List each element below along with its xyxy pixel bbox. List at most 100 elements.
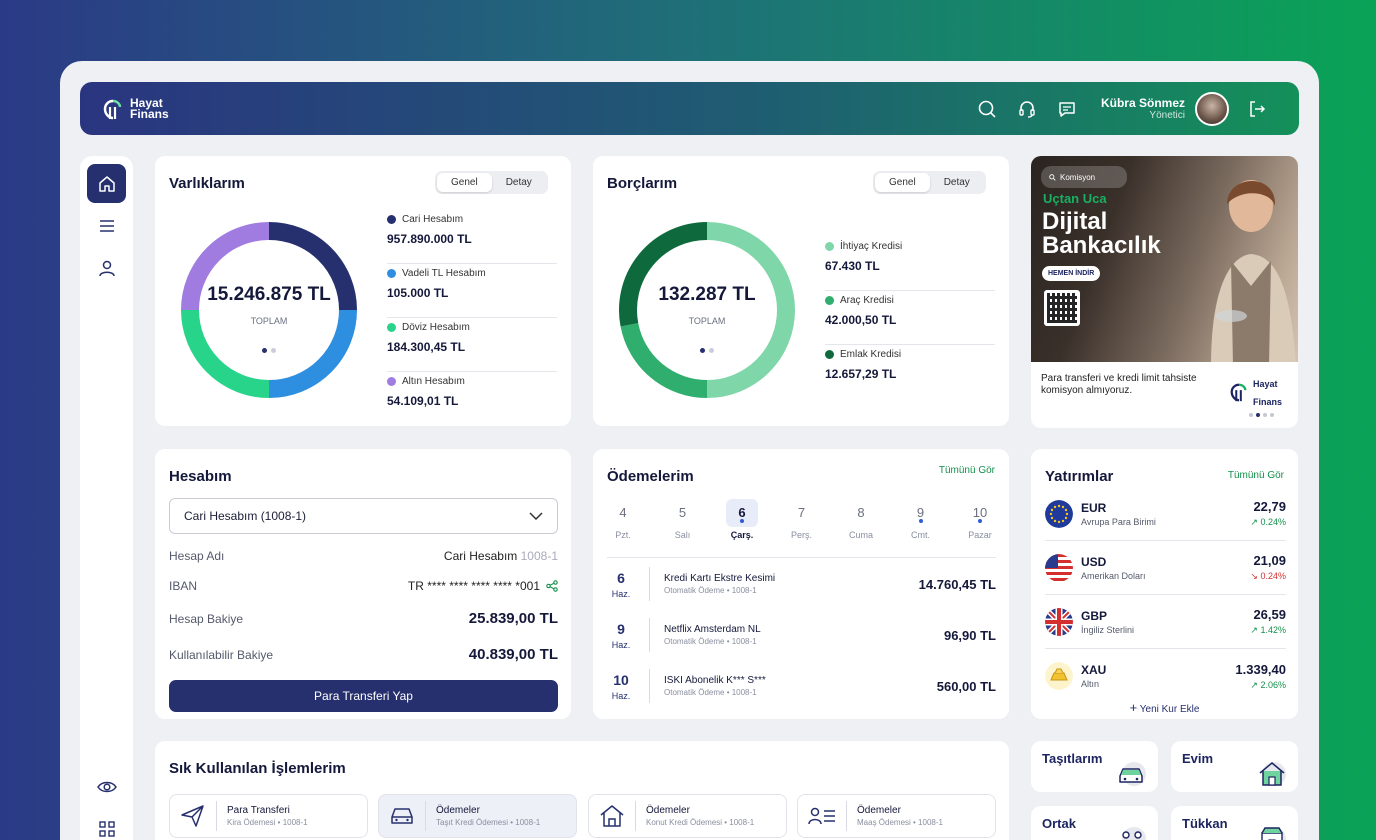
tile-shop[interactable]: Tükkan [1171, 806, 1298, 840]
sidebar-item-apps[interactable] [87, 809, 126, 840]
legend-item[interactable]: Emlak Kredisi 12.657,29 TL [825, 349, 902, 381]
currency-row[interactable]: XAU Altın 1.339,40 ↗ 2.06% [1045, 649, 1286, 703]
brand-logo[interactable]: Hayat Finans [102, 97, 169, 121]
currency-row[interactable]: USD Amerikan Doları 21,09 ↘ 0.24% [1045, 541, 1286, 595]
user-menu[interactable]: Kübra Sönmez Yönetici [1100, 91, 1229, 126]
assets-donut-segment [181, 222, 270, 311]
tab-detay[interactable]: Detay [505, 177, 532, 188]
investments-see-all-link[interactable]: Tümünü Gör [1227, 470, 1284, 481]
payment-row[interactable]: 6 Haz. Kredi Kartı Ekstre Kesimi Otomatik … [607, 561, 996, 607]
home-icon [98, 175, 115, 192]
debts-legend: İhtiyaç Kredisi 67.430 TL Araç Kredisi 4… [825, 237, 995, 399]
debts-view-toggle: Genel Detay [873, 171, 986, 194]
logout-icon[interactable] [1237, 89, 1277, 129]
calendar-day[interactable]: 9 Cmt. [911, 505, 930, 540]
app-frame: Hayat Finans Kübra Sönmez Yönetici [60, 61, 1319, 840]
sidebar-item-menu[interactable] [87, 206, 126, 245]
debts-total-caption: TOPLAM [688, 316, 726, 326]
available-balance-row: Kullanılabilir Bakiye 40.839,00 TL [169, 646, 558, 663]
user-icon [98, 260, 115, 276]
calendar-day[interactable]: 8 Cuma [848, 505, 873, 540]
grid-icon [98, 820, 115, 837]
user-name: Kübra Sönmez [1100, 96, 1185, 110]
account-select[interactable]: Cari Hesabım (1008-1) [169, 498, 558, 534]
currency-row[interactable]: EUR Avrupa Para Birimi 22,79 ↗ 0.24% [1045, 487, 1286, 541]
account-title: Hesabım [169, 468, 232, 485]
iban-row: IBAN TR **** **** **** **** *001 [169, 579, 558, 593]
payment-row[interactable]: 9 Haz. Netflix Amsterdam NL Otomatik Ödeme… [607, 612, 996, 658]
legend-item[interactable]: Döviz Hesabım 184.300,45 TL [387, 318, 557, 372]
calendar-day[interactable]: 7 Perş. [790, 505, 812, 540]
promo-headline-1: Dijital [1042, 208, 1108, 235]
share-icon[interactable] [546, 580, 558, 592]
message-icon[interactable] [1047, 89, 1087, 129]
quick-action-item[interactable]: Ödemeler Konut Kredi Ödemesi • 1008-1 [588, 794, 787, 838]
calendar-day[interactable]: 5 Salı [674, 505, 691, 540]
assets-card: Varlıklarım Genel Detay 15.246.875 TL TO… [155, 156, 571, 426]
calendar-day[interactable]: 10 Pazar [968, 505, 992, 540]
search-icon[interactable] [967, 89, 1007, 129]
tile-partner[interactable]: Ortak [1031, 806, 1158, 840]
frequent-title: Sık Kullanılan İşlemlerim [169, 760, 346, 777]
assets-pager[interactable] [179, 348, 359, 353]
balance-row: Hesap Bakiye 25.839,00 TL [169, 610, 558, 627]
tile-vehicles-label: Taşıtlarım [1042, 751, 1103, 766]
promo-text: Para transferi ve kredi limit tahsiste k… [1041, 373, 1197, 396]
shop-icon [1261, 827, 1286, 840]
promo-pager[interactable] [1249, 413, 1274, 417]
sidebar [80, 156, 133, 840]
debts-donut-segment [620, 322, 708, 398]
eu-flag-icon [1045, 499, 1073, 528]
assets-view-toggle: Genel Detay [435, 171, 548, 194]
legend-item[interactable]: Cari Hesabım 957.890.000 TL [387, 210, 557, 264]
promo-logo: Hayat Finans [1229, 374, 1282, 410]
investments-card: Yatırımlar Tümünü Gör EUR Avrupa Para Bir… [1031, 449, 1298, 719]
promo-headline-2: Bankacılık [1042, 232, 1161, 259]
quick-action-item[interactable]: Para Transferi Kira Ödemesi • 1008-1 [169, 794, 368, 838]
account-name-row: Hesap Adı Cari Hesabım 1008-1 [169, 549, 558, 563]
add-currency-button[interactable]: + Yeni Kur Ekle [1129, 700, 1200, 715]
tab-detay[interactable]: Detay [943, 177, 970, 188]
woman-illustration [1211, 180, 1296, 362]
tab-genel[interactable]: Genel [875, 173, 930, 192]
sidebar-item-profile[interactable] [87, 248, 126, 287]
avatar[interactable] [1195, 91, 1229, 126]
legend-item[interactable]: Araç Kredisi 42.000,50 TL [825, 291, 995, 345]
legend-item[interactable]: İhtiyaç Kredisi 67.430 TL [825, 237, 995, 291]
quick-action-item[interactable]: Ödemeler Taşıt Kredi Ödemesi • 1008-1 [378, 794, 577, 838]
qr-code [1044, 290, 1080, 326]
legend-item[interactable]: Vadeli TL Hesabım 105.000 TL [387, 264, 557, 318]
tile-partner-label: Ortak [1042, 816, 1076, 831]
sidebar-item-visibility[interactable] [87, 767, 126, 806]
download-now-button[interactable]: HEMEN İNDİR [1042, 266, 1101, 281]
tile-vehicles[interactable]: Taşıtlarım [1031, 741, 1158, 792]
transfer-button[interactable]: Para Transferi Yap [169, 680, 558, 712]
partners-icon [1122, 827, 1146, 840]
house-icon [600, 805, 624, 827]
payment-row[interactable]: 10 Haz. ISKI Abonelik K*** S*** Otomatik Ö… [607, 663, 996, 709]
tile-home[interactable]: Evim [1171, 741, 1298, 792]
debts-card: Borçlarım Genel Detay 132.287 TL TOPLAM … [593, 156, 1009, 426]
promo-banner[interactable]: Komisyon Uçtan Uca Dijital Bankacılık HE… [1031, 156, 1298, 428]
promo-logo-line1: Hayat [1253, 379, 1278, 389]
sidebar-item-home[interactable] [87, 164, 126, 203]
legend-item[interactable]: Altın Hesabım 54.109,01 TL [387, 376, 465, 408]
calendar-day[interactable]: 4 Pzt. [615, 505, 631, 540]
menu-icon [99, 219, 114, 232]
promo-search[interactable]: Komisyon [1041, 166, 1127, 188]
house-icon [1259, 762, 1286, 786]
employee-list-icon [808, 807, 835, 825]
debts-donut-segment [619, 222, 708, 327]
car-icon [391, 808, 413, 824]
assets-donut-segment [268, 222, 357, 311]
currency-row[interactable]: GBP İngiliz Sterlini 26,59 ↗ 1.42% [1045, 595, 1286, 649]
payments-see-all-link[interactable]: Tümünü Gör [938, 465, 995, 476]
calendar-day-selected[interactable]: 6 Çarş. [726, 499, 758, 540]
quick-action-item[interactable]: Ödemeler Maaş Ödemesi • 1008-1 [797, 794, 996, 838]
headset-icon[interactable] [1007, 89, 1047, 129]
account-select-value: Cari Hesabım (1008-1) [184, 509, 307, 523]
assets-donut-segment [181, 309, 270, 398]
chevron-down-icon [529, 512, 543, 520]
debts-pager[interactable] [617, 348, 797, 353]
tab-genel[interactable]: Genel [437, 173, 492, 192]
